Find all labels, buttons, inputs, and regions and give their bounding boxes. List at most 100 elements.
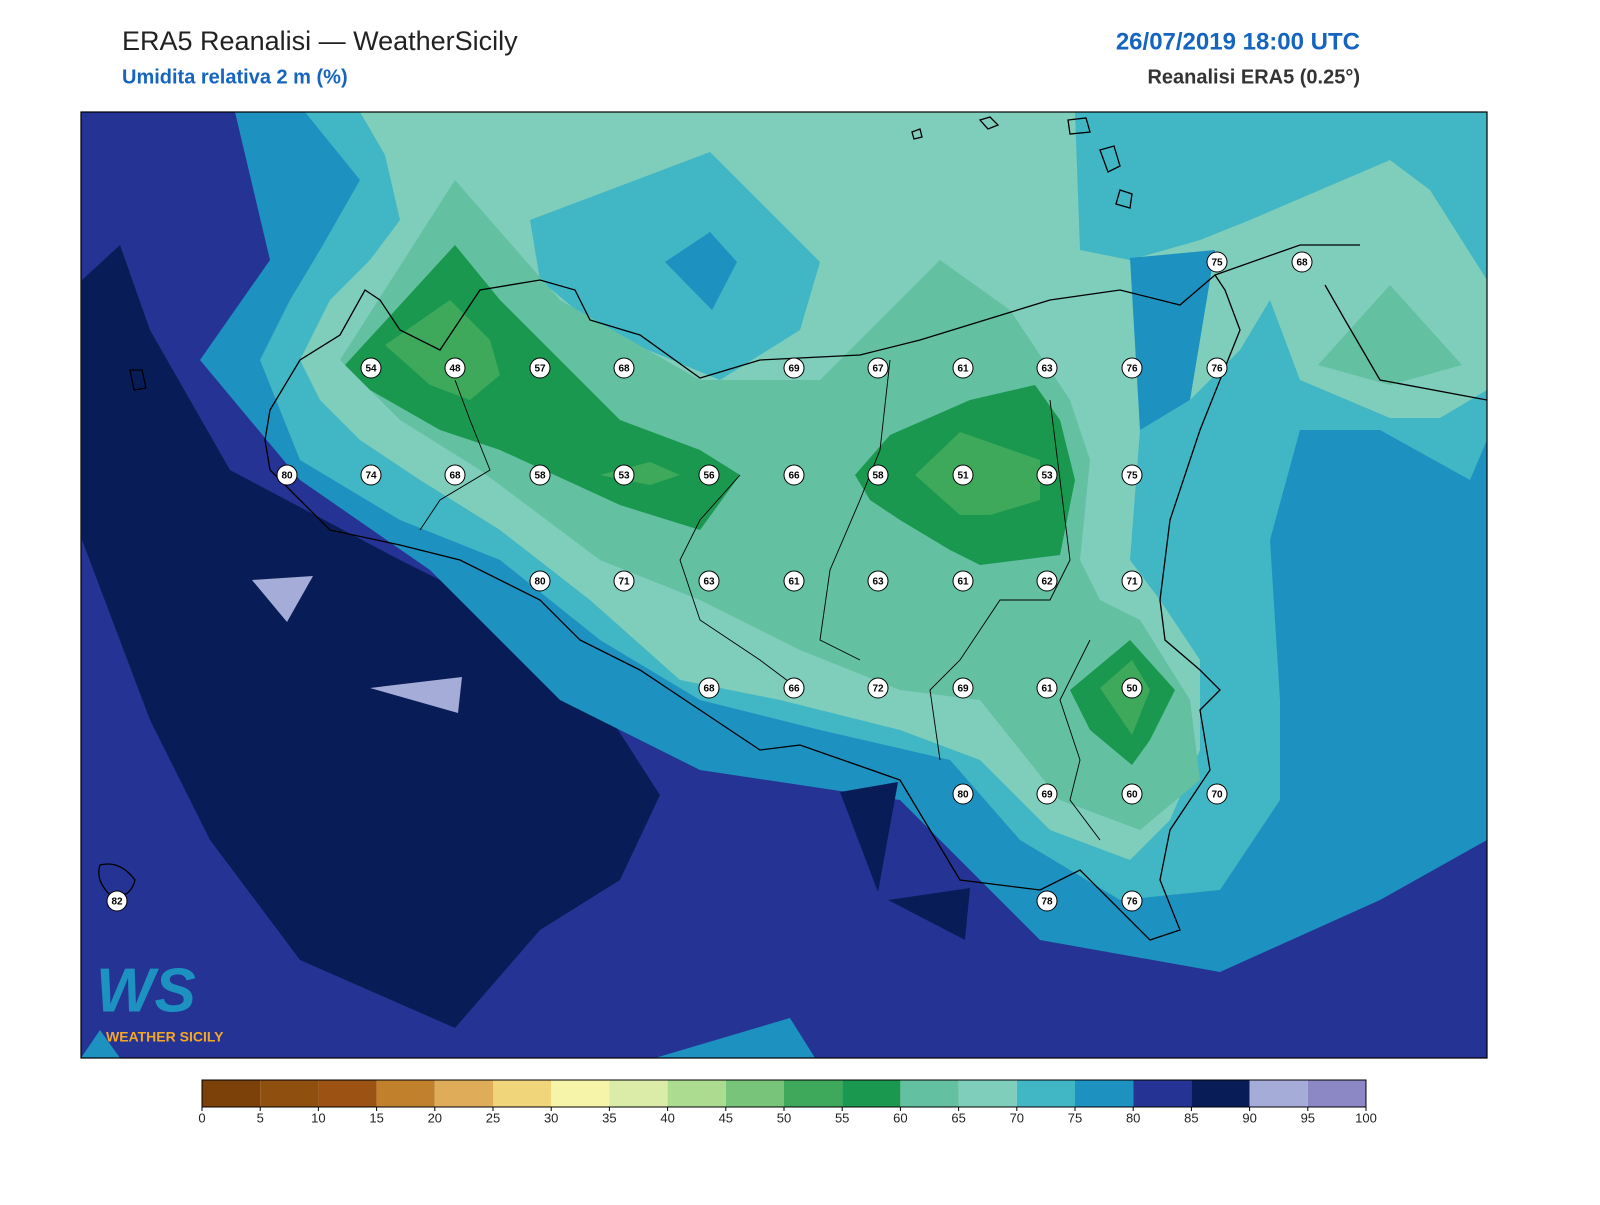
station-value: 56 (703, 471, 715, 482)
logo-mark: WS (96, 956, 196, 1025)
colorbar-swatch (1307, 1080, 1366, 1107)
colorbar-swatch (958, 1080, 1017, 1107)
colorbar-tick-label: 70 (1010, 1110, 1024, 1125)
station-marker (867, 677, 889, 699)
station-value: 75 (1211, 258, 1223, 269)
colorbar-swatch (667, 1080, 726, 1107)
station-marker (867, 357, 889, 379)
colorbar-swatch (202, 1080, 261, 1107)
station: 61 (783, 570, 805, 592)
station-marker (952, 570, 974, 592)
station-value: 66 (788, 684, 800, 695)
station-value: 69 (957, 684, 969, 695)
station-value: 63 (1041, 364, 1053, 375)
station: 69 (1036, 783, 1058, 805)
source: Reanalisi ERA5 (0.25°) (1147, 66, 1360, 88)
colorbar-swatch (1133, 1080, 1192, 1107)
station-value: 75 (1126, 471, 1138, 482)
contour (665, 232, 737, 310)
station-marker (952, 464, 974, 486)
colorbar-swatch (434, 1080, 493, 1107)
station: 60 (1121, 783, 1143, 805)
colorbar-tick-label: 45 (719, 1110, 733, 1125)
station: 63 (698, 570, 720, 592)
colorbar-tick-label: 40 (660, 1110, 674, 1125)
contour (385, 300, 500, 400)
map-area: WS WEATHER SICILY (81, 112, 1487, 1058)
station: 76 (1121, 890, 1143, 912)
station: 68 (1291, 251, 1313, 273)
colorbar-tick-label: 55 (835, 1110, 849, 1125)
colorbar-swatch (1075, 1080, 1134, 1107)
colorbar-tick-label: 30 (544, 1110, 558, 1125)
colorbar-tick-label: 50 (777, 1110, 791, 1125)
contour (1130, 250, 1215, 430)
station-value: 53 (618, 471, 630, 482)
colorbar-tick-label: 60 (893, 1110, 907, 1125)
station-value: 63 (703, 577, 715, 588)
station: 53 (1036, 464, 1058, 486)
station: 63 (1036, 357, 1058, 379)
colorbar-swatch (725, 1080, 784, 1107)
station: 58 (867, 464, 889, 486)
colorbar-tick-label: 0 (198, 1110, 205, 1125)
station-marker (1206, 251, 1228, 273)
station: 80 (952, 783, 974, 805)
contour (81, 1030, 120, 1058)
contour (370, 677, 462, 713)
station-marker (1291, 251, 1313, 273)
station-marker (783, 357, 805, 379)
station-marker (1121, 357, 1143, 379)
station-value: 76 (1126, 364, 1138, 375)
station: 54 (360, 357, 382, 379)
colorbar-tick-label: 90 (1242, 1110, 1256, 1125)
station-value: 70 (1211, 790, 1223, 801)
colorbar-tick-label: 5 (257, 1110, 264, 1125)
station-marker (1121, 890, 1143, 912)
station-marker (106, 890, 128, 912)
station: 66 (783, 677, 805, 699)
colorbar-swatch (842, 1080, 901, 1107)
station: 71 (1121, 570, 1143, 592)
station-marker (1036, 890, 1058, 912)
station: 48 (444, 357, 466, 379)
station: 67 (867, 357, 889, 379)
colorbar-swatch (318, 1080, 377, 1107)
station-marker (1206, 783, 1228, 805)
colorbar-swatch (900, 1080, 959, 1107)
station-marker (1036, 570, 1058, 592)
colorbar-swatch (551, 1080, 610, 1107)
station: 50 (1121, 677, 1143, 699)
station-value: 67 (872, 364, 884, 375)
station: 57 (529, 357, 551, 379)
station: 58 (529, 464, 551, 486)
colorbar-tick-label: 100 (1355, 1110, 1377, 1125)
colorbar: 0 5 10 15 20 25 30 35 40 45 50 55 60 65 70 75 80 85 90 95 10… (198, 1079, 1377, 1125)
station-marker (529, 464, 551, 486)
station: 61 (952, 357, 974, 379)
station-value: 68 (1296, 258, 1308, 269)
station-value: 68 (618, 364, 630, 375)
datetime: 26/07/2019 18:00 UTC (1116, 28, 1360, 55)
station-value: 53 (1041, 471, 1053, 482)
station-value: 69 (788, 364, 800, 375)
station: 78 (1036, 890, 1058, 912)
station-value: 61 (957, 364, 969, 375)
station-value: 68 (449, 471, 461, 482)
station: 69 (783, 357, 805, 379)
station: 71 (613, 570, 635, 592)
station: 76 (1121, 357, 1143, 379)
station-marker (1036, 677, 1058, 699)
station-marker (444, 464, 466, 486)
colorbar-tick-label: 85 (1184, 1110, 1198, 1125)
station-marker (1036, 783, 1058, 805)
station: 76 (1206, 357, 1228, 379)
colorbar-tick-label: 10 (311, 1110, 325, 1125)
contour (915, 432, 1040, 515)
station-value: 61 (1041, 684, 1053, 695)
station: 69 (952, 677, 974, 699)
station-marker (276, 464, 298, 486)
coastline (98, 116, 1487, 941)
station-marker (1121, 570, 1143, 592)
